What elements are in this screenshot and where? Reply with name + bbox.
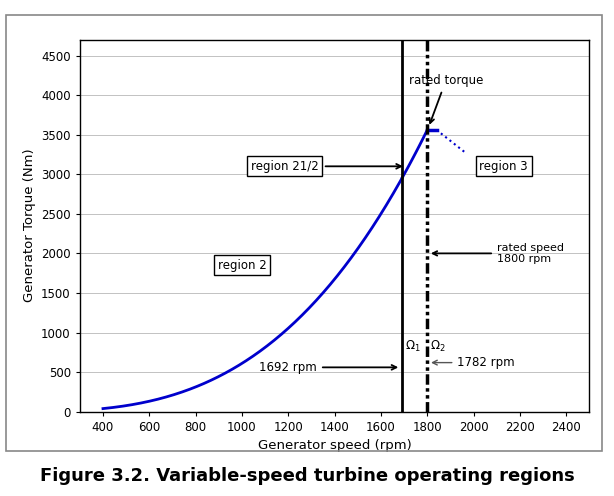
Text: region 2: region 2 [217,259,266,272]
Text: Figure 3.2. Variable-speed turbine operating regions: Figure 3.2. Variable-speed turbine opera… [40,467,574,485]
Text: 1782 rpm: 1782 rpm [432,356,515,369]
Y-axis label: Generator Torque (Nm): Generator Torque (Nm) [23,149,36,303]
X-axis label: Generator speed (rpm): Generator speed (rpm) [258,439,411,452]
Text: $\Omega_1$: $\Omega_1$ [405,338,421,354]
Text: region 3: region 3 [480,160,528,173]
Text: 1692 rpm: 1692 rpm [260,361,396,374]
Text: rated speed
1800 rpm: rated speed 1800 rpm [433,243,564,264]
Text: $\Omega_2$: $\Omega_2$ [430,338,445,354]
Text: region 21/2: region 21/2 [251,160,401,173]
Text: rated torque: rated torque [409,74,483,123]
